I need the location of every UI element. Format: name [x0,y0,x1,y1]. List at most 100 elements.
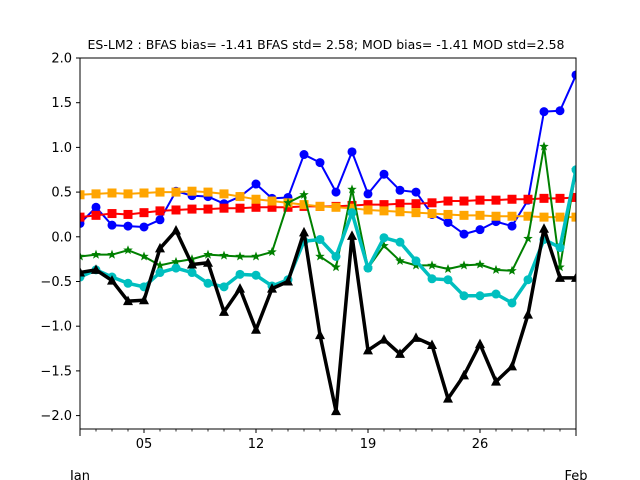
data-point [523,275,533,285]
data-point [443,263,453,274]
data-point [443,196,453,206]
data-point [363,200,373,210]
y-tick-label: 1.0 [51,141,72,156]
data-point [491,264,501,274]
data-point [507,211,517,221]
data-point [395,185,405,195]
data-point [555,212,565,222]
data-point [219,282,229,292]
data-point [507,360,517,371]
data-point [347,184,357,194]
data-point [555,243,565,253]
data-point [91,210,101,220]
data-point [315,329,325,340]
data-point [171,256,181,266]
data-point [155,242,165,253]
data-point [219,306,229,316]
data-point [171,263,181,273]
data-point [347,230,357,240]
data-point [171,205,181,215]
data-point [267,196,277,206]
series-line [80,169,576,305]
data-point [123,295,133,306]
data-point [379,240,389,250]
series-line [80,145,576,272]
data-point [555,262,565,272]
data-point [571,70,576,80]
data-point [539,193,549,203]
data-point [139,188,149,198]
data-point [235,203,245,213]
data-point [331,251,341,261]
data-point [155,215,165,225]
data-point [187,259,197,269]
x-tick-label: 12 [248,437,265,452]
data-point [459,229,469,239]
data-point [251,179,261,189]
data-point [139,251,149,261]
data-point [155,206,165,216]
series-3 [80,141,576,275]
series-line [80,74,576,236]
data-point [523,194,533,204]
data-point [475,210,485,220]
y-tick-label: −0.5 [40,275,72,290]
data-point [123,221,133,231]
data-point [187,254,197,264]
x-tick-label: 19 [360,437,377,452]
data-point [523,211,533,221]
data-point [251,270,261,280]
data-point [459,291,469,301]
data-point [459,260,469,270]
data-point [299,226,309,237]
y-tick-label: 0.5 [51,186,72,201]
data-point [571,165,576,175]
data-point [187,268,197,278]
data-point [507,298,517,308]
data-point [299,150,309,160]
series-line [80,227,576,413]
data-point [235,251,245,261]
data-point [91,202,101,212]
data-point [507,221,517,231]
data-point [379,334,389,344]
series-0 [80,70,576,239]
data-point [123,278,133,288]
data-point [395,237,405,247]
data-point [315,251,325,261]
data-point [107,188,117,198]
data-point [555,106,565,116]
data-point [219,203,229,213]
data-point [363,344,373,355]
data-point [123,189,133,199]
data-point [443,393,453,403]
data-point [459,196,469,206]
x-tick-label: 26 [472,437,489,452]
series-4 [80,165,576,308]
data-point [155,260,165,270]
data-point [251,251,261,261]
data-point [539,223,549,233]
data-point [315,201,325,211]
data-point [155,187,165,197]
x-month-label: Feb [564,469,587,480]
data-point [203,249,213,259]
data-point [395,348,405,358]
data-point [283,275,293,286]
data-point [107,209,117,219]
data-point [299,200,309,210]
data-point [123,245,133,255]
data-point [251,194,261,204]
y-tick-label: 2.0 [51,52,72,67]
data-point [539,212,549,222]
series-5 [80,223,576,416]
data-point [171,187,181,197]
data-point [203,204,213,214]
data-point [555,193,565,203]
data-point [80,212,85,222]
data-point [219,189,229,199]
data-point [331,405,341,416]
data-point [523,309,533,319]
data-point [171,225,181,235]
data-point [571,192,576,202]
